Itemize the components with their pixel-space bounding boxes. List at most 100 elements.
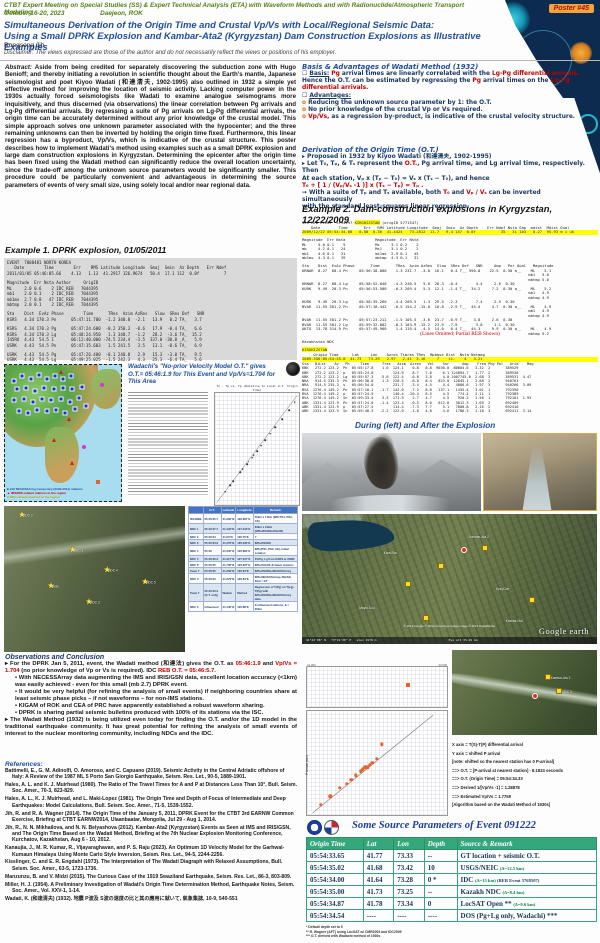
dot-red-marker: [531, 692, 538, 699]
mono-line: mb1 2.0 0.1 2 IDC_REB 7044395: [7, 291, 99, 297]
wadati-diagram-dprk: Ts - Tp vs. Tp (Relative to Local O.T. O…: [214, 384, 300, 511]
mono-line: ABK 1331.4 123.9 Pn 05:57:24.0 -1.4 123.…: [302, 400, 519, 405]
mono-line: mbtmp 5.0: [302, 276, 549, 282]
list-item: Jih, R., N. N. Mikhailova, and N. N. Bel…: [5, 824, 291, 844]
list-item: Manzunzu, B. and V. Midzi (2015). The Cu…: [5, 873, 292, 880]
text-segment: GT location + seismic O.T.: [460, 851, 540, 860]
text-segment: IDC: [460, 875, 476, 884]
text-segment: ISC REB EVENT 5794597: [302, 220, 355, 225]
table-cell: NDC 5: [188, 601, 204, 612]
text-segment: REB O.T. = 05:46:5.7.: [157, 668, 216, 674]
text-segment: and: [449, 190, 467, 197]
text-segment: with the standard least-squares linear r…: [302, 204, 470, 211]
table-cell: 41.292°N: [220, 513, 237, 524]
table-header-row: Origin Time Lat Lon Depth Source & Remark: [306, 837, 598, 850]
derivation-lines: ▸ Proposed in 1932 by Kiyoo Wadati (和達清夫…: [302, 154, 588, 212]
wadachi-quote-line2: O.T.= 05:46:1.9 for This Event and Vp/Vs…: [128, 370, 276, 386]
text-segment: Lg-Pg: [550, 78, 570, 85]
mono-line: I45RU 4.43 54.5 I 06:12:40.000 -74.5 234…: [7, 337, 202, 343]
label-marker: Kara-Suu: [383, 551, 398, 555]
text-segment: Pg: [331, 71, 340, 77]
abstract-text: Aside from being credited for separately…: [5, 64, 296, 189]
table-row: 05:54:34.00 41.64 73.28 0 * IDC (Δ=15 km) (R…: [306, 873, 598, 886]
blue-sq-marker: [48, 397, 54, 403]
source-parameters-table: Origin Time Lat Lon Depth Source & Remark 05:…: [306, 837, 598, 922]
dos-seal-icon: [307, 820, 322, 835]
river-art: [330, 495, 450, 511]
mono-line: KRNAR 8.27 68.4 Lg 05:58:52.040 -4.3 240…: [302, 281, 515, 286]
text-segment: Vp/Vs = 1.704: [5, 661, 297, 674]
scatter-point: [224, 491, 226, 493]
valley-river-art: [522, 444, 552, 510]
mono-line: mbtmp 5.2: [302, 330, 549, 336]
header-divider: [0, 60, 600, 61]
scatter-point: [361, 767, 365, 771]
rich-line: o Reducing the unknown source parameter …: [302, 100, 582, 107]
text-segment: Lg-Pg differential arrivals.: [492, 71, 580, 77]
table-cell: 41.442°N: [220, 523, 237, 534]
text-segment: Vₚ / Vₛ: [466, 190, 487, 197]
label-marker: Kashka-Suu: [505, 618, 524, 623]
scatter-point: [358, 769, 363, 774]
pin-marker: NDC 5: [556, 687, 572, 694]
text-segment: (REB Event 5768507): [495, 877, 540, 883]
mono-line: mbtmp 4.9: [302, 312, 549, 318]
scatter-point: [370, 761, 375, 765]
table-row: NDC 4 05:46 41.345°N 126.894°E IMS (PS1, PS2…: [188, 545, 299, 556]
column-header: Latitude: [220, 506, 237, 514]
star-marker: ★ REB: [47, 580, 59, 591]
mono-line: mbtmp 4.9: [302, 294, 549, 300]
mono-line: BVA 1276.4 149.2 Pn 05:57:18.1 -1.7 142.…: [302, 387, 519, 392]
scatter-point: [368, 763, 372, 767]
marker-label: Kambar-Ata 2: [550, 676, 571, 681]
mono-line: BVAR 11.55 301.2 Pn 05:57:23.212 -1.5 10…: [302, 317, 513, 322]
table-row: 05:54:35.02 41.68 73.42 10 USGS/NEIC (Δ=12.5…: [306, 861, 598, 874]
table-cell: 05:54:34.54: [306, 909, 364, 922]
mono-line: KSRS 4.34 170.3 Lg 05:48:24.950 1.3 340.…: [7, 331, 202, 337]
after-explosion-photo: [483, 433, 597, 511]
table-cell: 63km x 21km (IMS+RS/ISN+ISGAR): [252, 523, 299, 534]
table-cell: NDC 4: [188, 545, 204, 556]
text-segment: DOS (Pg+Lg only, Wadachi) ***: [460, 911, 558, 920]
text-segment: Pg: [472, 78, 481, 85]
mono-line: mb1mx 4.3 0.1 39 mbtmp 4.3 0.1 31: [302, 255, 419, 260]
mono-line: KURK 9.49 20.3 Lg 05:58:35.260 -4.4 209.…: [302, 299, 515, 304]
scatter-point: [328, 794, 333, 798]
table-cell: 73.33: [393, 849, 425, 862]
mono-line: KBK 272.2 123.2 Lg 05:55:57.3 -5.6 122.4…: [302, 374, 532, 379]
observations-heading: Observations and Conclusion: [5, 654, 105, 661]
label-marker: Kyzyl-Jar: [496, 587, 510, 592]
lines-omitted-note: (Lines Omitted; Partial REB Shown): [420, 331, 500, 337]
text-segment: KIRGHIZSTAN: [354, 220, 380, 225]
dam-site-closeup-figure: Kambar-Ata 2 NDC 5: [452, 650, 597, 735]
mono-line: EVENT 7008481 NORTH KOREA: [7, 260, 72, 265]
google-earth-wordmark: Google earth: [538, 626, 589, 636]
marker-label: NDC 2: [23, 513, 33, 518]
column-header: Remark: [252, 506, 299, 514]
blue-sq-marker: [72, 406, 78, 412]
text-segment: , Pg arrival time, and Lg arrival time, …: [302, 161, 585, 175]
text-segment: (Δ=8.4 km): [502, 889, 525, 895]
text-segment: o: [302, 107, 307, 114]
table-row: 05:54:33.65 41.77 73.33 -- GT location + sei…: [306, 849, 598, 862]
blue-sq-marker: [69, 386, 75, 392]
blue-sq-marker: [79, 384, 85, 390]
mono-line: mb1mx 2.7 0.0 47 IDC_REB 7044395: [7, 296, 99, 302]
mono-line: ISC REB EVENT 5794597 KIRGHIZSTAN (origI…: [302, 220, 598, 226]
earth-status-bar: 41°42'08" N 73°19'38" E elev 1976 m Eye …: [302, 637, 597, 644]
blue-sq-marker: [62, 410, 68, 416]
pin-marker: [481, 544, 488, 551]
ndc-solutions-table: O.T. Latitude Longitude Remark IDC/REB 05:46:…: [188, 506, 299, 652]
poster-number-badge: Poster #45: [548, 4, 594, 13]
closeup-markers-layer: Kambar-Ata 2 NDC 5: [452, 650, 597, 735]
meeting-title: CTBT Expert Meeting on Special Studies (…: [4, 2, 465, 17]
table-cell: 126.894°E: [235, 545, 254, 556]
explosion-photo: [302, 433, 481, 511]
pin-marker: [529, 596, 536, 603]
kyrgyz-station-block: Sta DiLst Az Ph Time Tres Azim Azres Vel…: [302, 362, 598, 414]
scatter-point: [354, 773, 358, 778]
mono-line: Origin Time Lat Lon Azres Timres TRes Mp…: [302, 351, 485, 357]
mono-line: KBK 272.2 123.2 p 05:55:24.8 124.9 8.7 7…: [302, 370, 519, 375]
table-cell: Influenced: [202, 601, 222, 612]
table-row: 05:54:34.87 41.78 73.34 0 LocSAT Open ** (Δ=…: [306, 897, 598, 910]
